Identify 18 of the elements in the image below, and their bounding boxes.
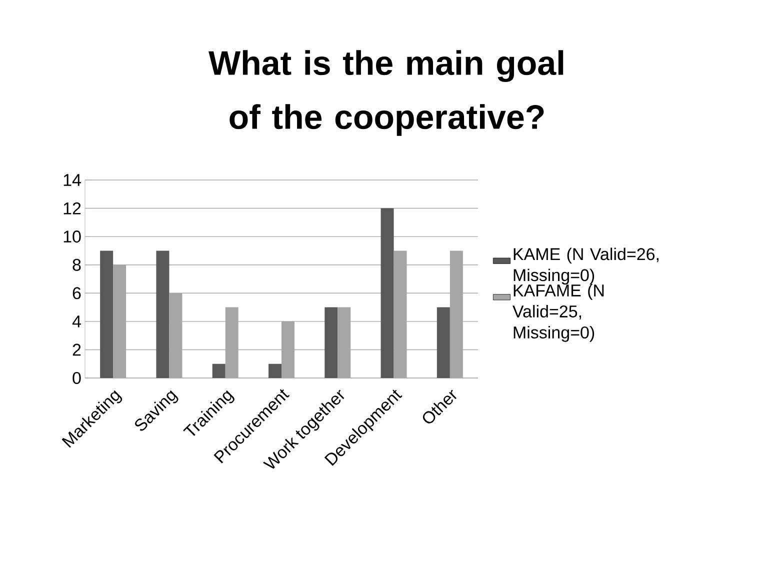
bar (156, 250, 170, 378)
bar (324, 307, 338, 378)
bar (436, 307, 450, 378)
legend-label: KAME (N Valid=26, Missing=0) (514, 248, 658, 285)
y-tick-label: 2 (72, 344, 81, 356)
bar (100, 250, 114, 378)
bar (212, 364, 226, 378)
chart-title: What is the main goal of the cooperative? (208, 50, 564, 136)
y-tick-label: 8 (72, 258, 81, 271)
y-tick-label: 10 (64, 230, 81, 243)
legend-label: KAFAME (N Valid=25, Missing=0) (512, 284, 604, 342)
bar (380, 208, 394, 378)
y-tick-label: 14 (64, 174, 81, 186)
y-tick-label: 6 (72, 287, 81, 300)
y-tick-label: 12 (64, 202, 81, 214)
y-tick-label: 0 (72, 372, 81, 384)
bar (268, 364, 282, 378)
y-tick-label: 4 (72, 316, 81, 328)
